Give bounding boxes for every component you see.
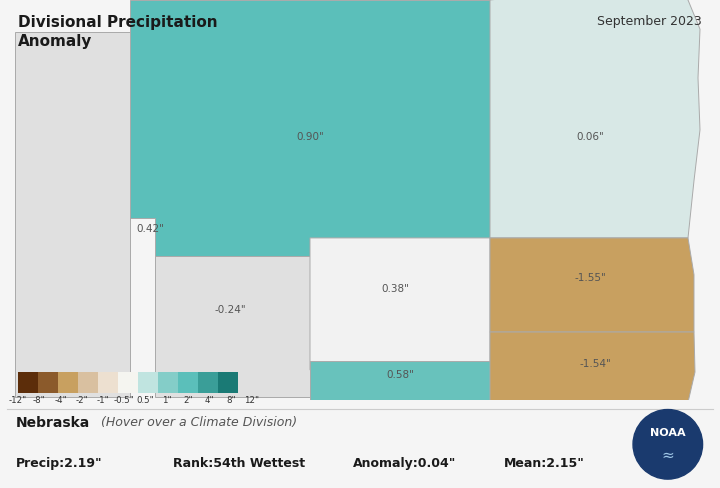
Bar <box>18 372 38 393</box>
Text: Rank:54th Wettest: Rank:54th Wettest <box>173 457 305 470</box>
Bar <box>178 372 198 393</box>
Text: Mean:2.15": Mean:2.15" <box>504 457 585 470</box>
Bar <box>98 372 118 393</box>
Polygon shape <box>130 0 490 256</box>
Text: Anomaly:0.04": Anomaly:0.04" <box>353 457 456 470</box>
Polygon shape <box>490 332 695 405</box>
Text: 2": 2" <box>184 396 193 405</box>
Text: -1.55": -1.55" <box>574 273 606 283</box>
Text: -2": -2" <box>76 396 88 405</box>
Text: 0.58": 0.58" <box>386 370 414 380</box>
Text: -12": -12" <box>9 396 27 405</box>
Text: -4": -4" <box>54 396 67 405</box>
Polygon shape <box>490 238 694 332</box>
Text: 0.42": 0.42" <box>136 224 164 234</box>
Text: (Hover over a Climate Division): (Hover over a Climate Division) <box>97 416 297 429</box>
Text: -0.5": -0.5" <box>114 396 135 405</box>
Bar <box>38 372 58 393</box>
Bar <box>217 372 238 393</box>
Bar <box>58 372 78 393</box>
Text: -8": -8" <box>33 396 45 405</box>
Text: 12": 12" <box>244 396 260 405</box>
Circle shape <box>633 409 703 479</box>
Text: 8": 8" <box>226 396 235 405</box>
Text: 0.90": 0.90" <box>296 132 324 142</box>
Bar <box>118 372 138 393</box>
Polygon shape <box>155 256 310 397</box>
Polygon shape <box>15 32 155 397</box>
Bar <box>158 372 178 393</box>
Text: -1.54": -1.54" <box>579 360 611 369</box>
Text: 0.38": 0.38" <box>381 284 409 294</box>
Text: NOAA: NOAA <box>650 428 685 438</box>
Bar <box>78 372 98 393</box>
Text: -1": -1" <box>96 396 109 405</box>
Text: 1": 1" <box>162 396 172 405</box>
Text: Precip:2.19": Precip:2.19" <box>16 457 102 470</box>
Polygon shape <box>310 238 490 375</box>
Text: Nebraska: Nebraska <box>16 416 90 430</box>
Polygon shape <box>310 361 490 402</box>
Text: 0.06": 0.06" <box>576 132 604 142</box>
Text: September 2023: September 2023 <box>598 15 702 28</box>
Bar <box>198 372 217 393</box>
Text: ≈: ≈ <box>662 448 674 463</box>
Bar <box>138 372 158 393</box>
Polygon shape <box>490 0 700 238</box>
Text: 4": 4" <box>204 396 215 405</box>
Text: Divisional Precipitation
Anomaly: Divisional Precipitation Anomaly <box>18 15 217 49</box>
Text: 0.5": 0.5" <box>137 396 155 405</box>
Text: -0.24": -0.24" <box>214 305 246 315</box>
